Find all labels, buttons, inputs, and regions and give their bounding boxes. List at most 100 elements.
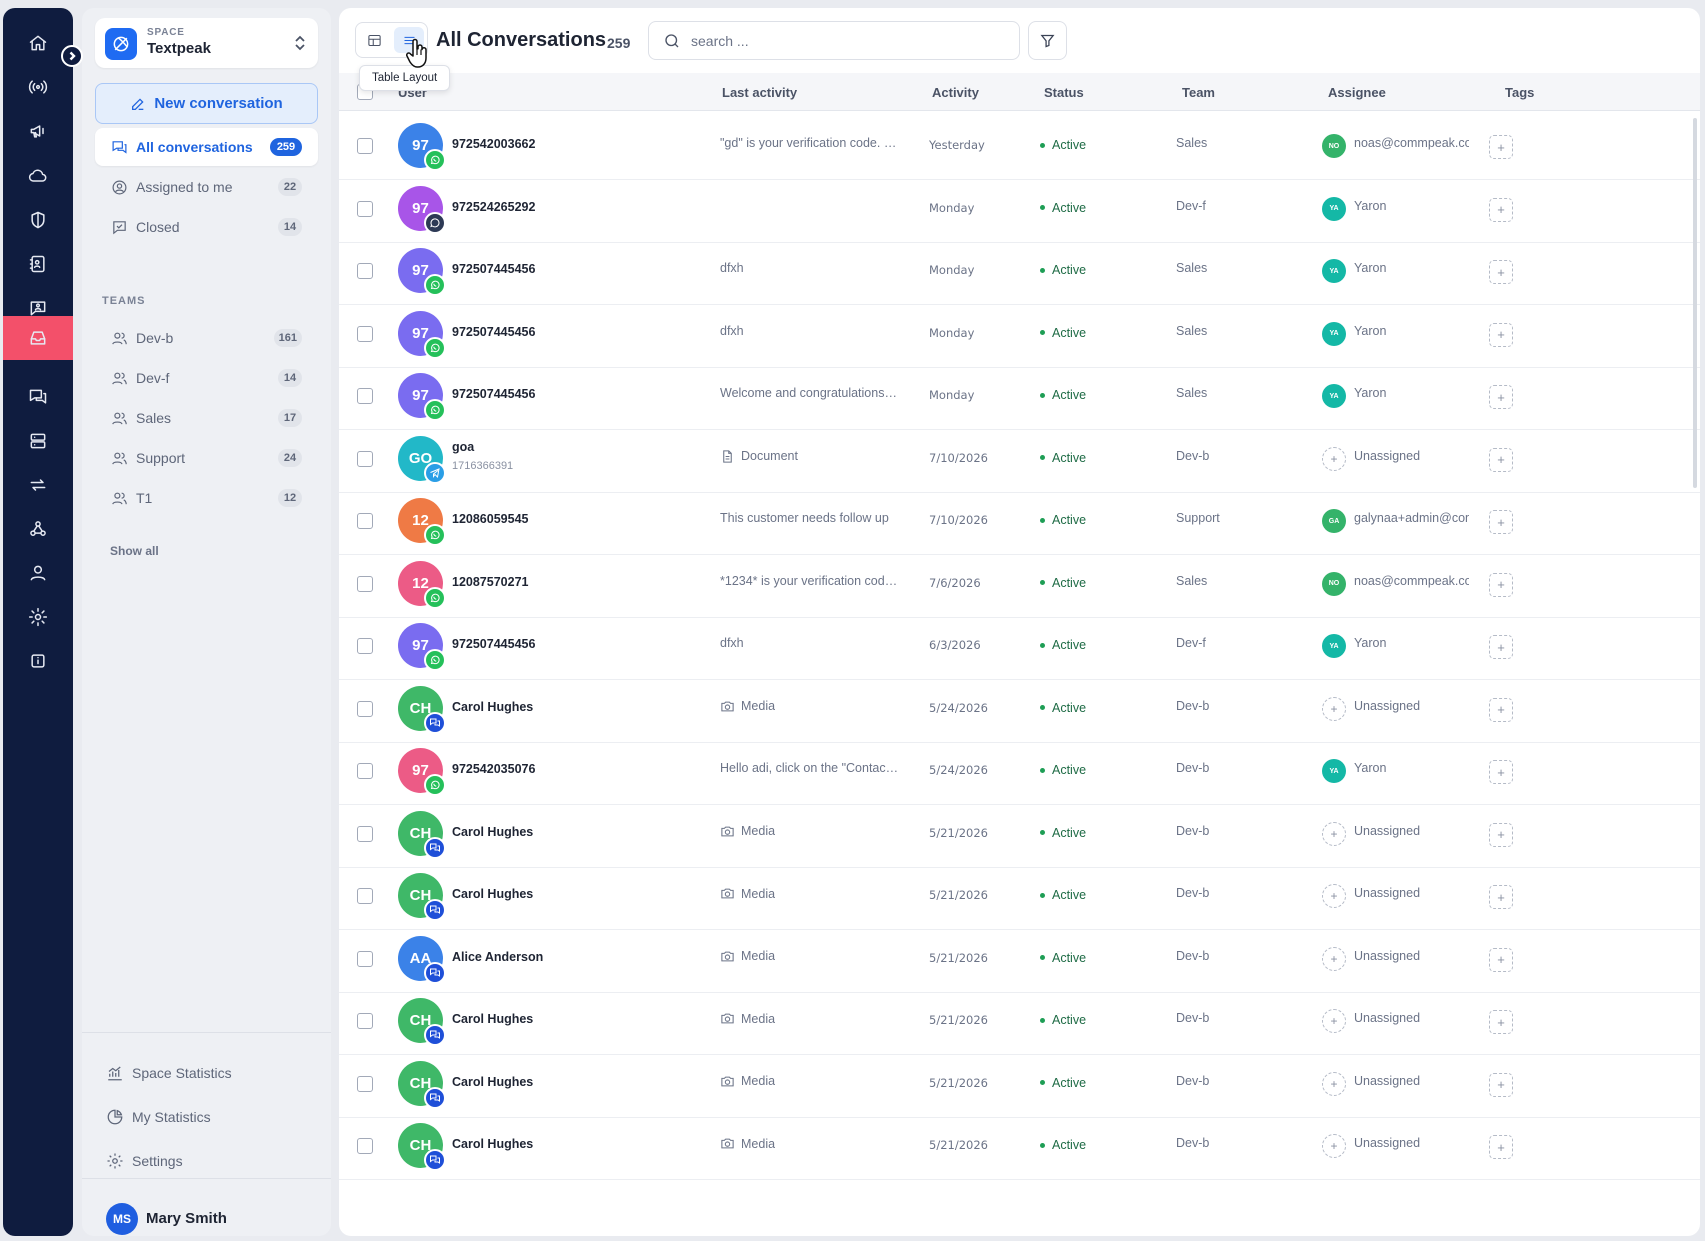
my-statistics-link[interactable]: My Statistics [106, 1105, 211, 1129]
user-name[interactable]: goa [452, 439, 475, 454]
table-row[interactable]: 97 972507445456 dfxh 6/3/2026 Active Dev-f YA Y… [339, 612, 1700, 680]
row-checkbox[interactable] [357, 1075, 373, 1092]
row-checkbox[interactable] [357, 263, 373, 279]
add-tag-button[interactable]: + [1489, 1135, 1513, 1159]
assignee-name[interactable]: noas@commpeak.com [1354, 573, 1469, 588]
user-name[interactable]: 972524265292 [452, 199, 536, 214]
add-tag-button[interactable]: + [1489, 885, 1513, 909]
new-conversation-button[interactable]: New conversation [95, 83, 318, 124]
assignee-avatar[interactable]: NO [1322, 134, 1346, 158]
assignee-avatar[interactable]: + [1322, 1134, 1346, 1158]
table-row[interactable]: CH Carol Hughes Media 5/21/2026 Active Dev-b +… [339, 1112, 1700, 1180]
assignee-avatar[interactable]: GA [1322, 509, 1346, 533]
user-name[interactable]: 972507445456 [452, 262, 536, 276]
assignee-avatar[interactable]: YA [1322, 196, 1346, 221]
user-name[interactable]: Carol Hughes [452, 1012, 534, 1026]
table-row[interactable]: GO goa 1716366391 Document 7/10/2026 Active De… [339, 425, 1700, 493]
user-name[interactable]: 972507445456 [452, 387, 536, 401]
chats-icon[interactable] [3, 374, 73, 420]
avatar[interactable]: CH [398, 810, 443, 856]
expand-rail-button[interactable] [61, 45, 83, 67]
table-row[interactable]: CH Carol Hughes Media 5/21/2026 Active Dev-b +… [339, 987, 1700, 1055]
avatar[interactable]: GO [398, 435, 443, 481]
server-icon[interactable] [3, 418, 73, 464]
add-tag-button[interactable]: + [1489, 697, 1513, 722]
search-input[interactable] [691, 30, 1001, 52]
add-tag-button[interactable]: + [1489, 385, 1513, 409]
column-header-status[interactable]: Status [1044, 85, 1084, 100]
column-header-assignee[interactable]: Assignee [1328, 85, 1386, 100]
assignee-avatar[interactable]: + [1322, 946, 1346, 971]
add-tag-button[interactable]: + [1489, 260, 1513, 284]
filter-button[interactable] [1028, 21, 1067, 60]
assignee-avatar[interactable]: + [1322, 821, 1346, 846]
table-row[interactable]: 97 972507445456 dfxh Monday Active Sales YA Yar… [339, 237, 1700, 305]
assignee-name[interactable]: Unassigned [1354, 948, 1421, 963]
table-row[interactable]: 97 972507445456 dfxh Monday Active Sales YA Yar… [339, 300, 1700, 368]
assignee-avatar[interactable]: + [1322, 1071, 1346, 1096]
user-name[interactable]: Carol Hughes [452, 887, 534, 901]
assignee-avatar[interactable]: + [1322, 696, 1346, 721]
row-checkbox[interactable] [357, 638, 373, 654]
user-name[interactable]: Carol Hughes [452, 1137, 534, 1151]
row-checkbox[interactable] [357, 825, 373, 842]
assignee-avatar[interactable]: YA [1322, 634, 1346, 658]
gear-icon[interactable] [3, 594, 73, 640]
table-scrollbar[interactable] [1693, 118, 1697, 488]
user-name[interactable]: Carol Hughes [452, 1074, 534, 1089]
user-name[interactable]: 12087570271 [452, 574, 529, 589]
assignee-name[interactable]: noas@commpeak.com [1354, 136, 1469, 150]
column-header-last-activity[interactable]: Last activity [722, 85, 798, 100]
assignee-avatar[interactable]: YA [1322, 259, 1346, 283]
team-dev-b[interactable]: Dev-b 161 [95, 319, 318, 357]
table-layout-button[interactable] [394, 27, 424, 53]
row-checkbox[interactable] [357, 138, 373, 154]
row-checkbox[interactable] [357, 388, 373, 404]
table-row[interactable]: 12 12087570271 *1234* is your verification… [339, 550, 1700, 618]
row-checkbox[interactable] [357, 325, 373, 342]
table-row[interactable]: 97 972524265292 Monday Active Dev-f YA Yaron + [339, 175, 1700, 243]
row-checkbox[interactable] [357, 763, 373, 779]
add-tag-button[interactable]: + [1489, 572, 1513, 597]
assignee-name[interactable]: galynaa+admin@commpeak.com [1354, 511, 1469, 525]
add-tag-button[interactable]: + [1489, 635, 1513, 659]
avatar[interactable]: 97 [398, 123, 443, 168]
table-row[interactable]: CH Carol Hughes Media 5/21/2026 Active Dev-b +… [339, 1050, 1700, 1118]
add-tag-button[interactable]: + [1489, 447, 1513, 472]
contact-card-icon[interactable] [3, 241, 73, 287]
nav-assigned-to-me[interactable]: Assigned to me 22 [95, 168, 318, 206]
info-icon[interactable] [3, 638, 73, 684]
add-tag-button[interactable]: + [1489, 135, 1513, 159]
board-layout-button[interactable] [359, 27, 389, 53]
sync-icon[interactable] [3, 462, 73, 508]
user-name[interactable]: 972542003662 [452, 137, 536, 151]
assignee-name[interactable]: Yaron [1354, 386, 1387, 400]
row-checkbox[interactable] [357, 513, 373, 529]
shield-icon[interactable] [3, 197, 73, 243]
assignee-name[interactable]: Unassigned [1354, 448, 1421, 463]
add-tag-button[interactable]: + [1489, 322, 1513, 347]
team-sales[interactable]: Sales 17 [95, 399, 318, 437]
assignee-avatar[interactable]: YA [1322, 384, 1346, 408]
assignee-name[interactable]: Unassigned [1354, 886, 1421, 900]
add-tag-button[interactable]: + [1489, 1010, 1513, 1034]
settings-link[interactable]: Settings [106, 1149, 183, 1173]
assignee-name[interactable]: Unassigned [1354, 1011, 1421, 1025]
webhook-icon[interactable] [3, 506, 73, 552]
add-tag-button[interactable]: + [1489, 197, 1513, 222]
row-checkbox[interactable] [357, 575, 373, 592]
assignee-avatar[interactable]: + [1322, 446, 1346, 471]
assignee-name[interactable]: Yaron [1354, 198, 1387, 213]
inbox-icon[interactable] [3, 316, 73, 360]
assignee-name[interactable]: Unassigned [1354, 698, 1421, 713]
user-icon[interactable] [3, 550, 73, 596]
row-checkbox[interactable] [357, 1013, 373, 1029]
table-row[interactable]: 97 972542035076 Hello adi, click on the "C… [339, 737, 1700, 805]
add-tag-button[interactable]: + [1489, 510, 1513, 534]
show-all-teams-link[interactable]: Show all [110, 544, 159, 558]
table-row[interactable]: 97 972507445456 Welcome and congratulation… [339, 362, 1700, 430]
column-header-activity[interactable]: Activity [932, 85, 979, 100]
add-tag-button[interactable]: + [1489, 822, 1513, 847]
assignee-avatar[interactable]: + [1322, 884, 1346, 908]
table-row[interactable]: 12 12086059545 This customer needs follow … [339, 487, 1700, 555]
